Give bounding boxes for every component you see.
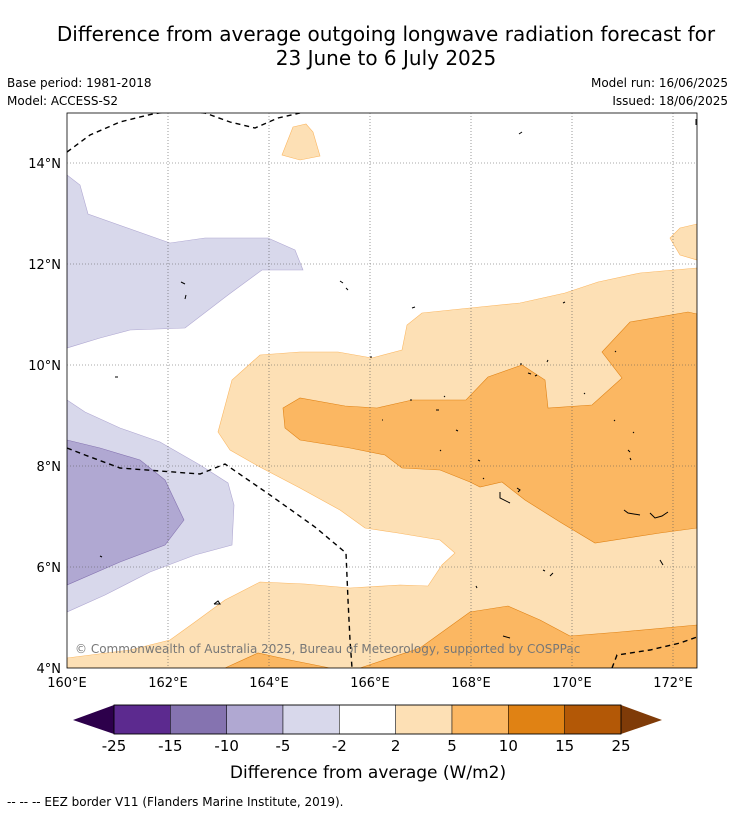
eez-legend: -- -- -- EEZ border V11 (Flanders Marine… [7, 795, 344, 809]
base-period: Base period: 1981-2018 [7, 76, 152, 90]
colorbar-tick-label: -2 [332, 737, 347, 755]
contour-neg-light-north [67, 174, 304, 349]
latitude-labels: 14°N 12°N 10°N 8°N 6°N 4°N [28, 157, 61, 677]
island [411, 306, 416, 309]
colorbar-cell [282, 704, 340, 735]
colorbar-cell [170, 704, 227, 735]
colorbar-low-extension [73, 705, 114, 734]
page-title: Difference from average outgoing longwav… [0, 22, 736, 70]
contour-pos-light-main [67, 267, 697, 668]
model-name: Model: ACCESS-S2 [7, 94, 119, 108]
eez-borders [67, 113, 697, 668]
colorbar-tick-label: -15 [158, 737, 183, 755]
island [213, 585, 478, 605]
colorbar-cell [226, 704, 284, 735]
island [518, 131, 523, 135]
lat-label: 10°N [28, 359, 61, 374]
gridlines [66, 112, 698, 669]
lat-label: 4°N [37, 662, 62, 677]
colorbar-tick-label: -10 [214, 737, 239, 755]
colorbar: -25 -15 -10 -5 -2 2 5 10 15 25 Difference from av… [73, 704, 662, 783]
colorbar-tick-label: 25 [611, 737, 630, 755]
copyright-notice: © Commonwealth of Australia 2025, Bureau… [75, 642, 580, 656]
colorbar-tick-label: 2 [391, 737, 401, 755]
colorbar-cell [508, 704, 565, 735]
island [477, 459, 485, 480]
island [623, 509, 669, 519]
colorbar-tick-label: -5 [276, 737, 291, 755]
lon-label: 166°E [350, 676, 390, 691]
lon-label: 168°E [451, 676, 491, 691]
colorbar-tick-label: 15 [555, 737, 574, 755]
island [546, 350, 617, 395]
issued-date: Issued: 18/06/2025 [612, 94, 728, 108]
colorbar-cell [564, 704, 622, 735]
island [520, 363, 538, 377]
colorbar-tick-label: 5 [447, 737, 457, 755]
island [502, 635, 511, 639]
contour-pos-light-top [281, 123, 321, 161]
lon-label: 172°E [653, 676, 693, 691]
colorbar-tick-label: 10 [499, 737, 518, 755]
contour-pos-medium-main [282, 311, 697, 544]
island [339, 280, 349, 291]
colorbar-cell [451, 704, 509, 735]
contour-pos-light-edge [669, 223, 697, 261]
colorbar-cell [339, 704, 396, 735]
lat-label: 12°N [28, 258, 61, 273]
island [180, 281, 187, 300]
eez-border-east [611, 636, 697, 668]
islands [99, 119, 697, 639]
island [99, 555, 664, 566]
model-run: Model run: 16/06/2025 [590, 76, 728, 90]
island [439, 429, 459, 452]
colorbar-frame [113, 704, 622, 735]
island [499, 487, 521, 504]
contour-pos-medium-south [224, 652, 331, 668]
lon-label: 160°E [47, 676, 87, 691]
colorbar-high-extension [621, 705, 662, 734]
meta-left: Base period: 1981-2018 Model: ACCESS-S2 [7, 74, 152, 110]
colorbar-label: Difference from average (W/m2) [230, 763, 506, 783]
eez-border-west [67, 447, 353, 668]
lon-label: 164°E [249, 676, 289, 691]
island [436, 395, 446, 411]
meta-right: Model run: 16/06/2025 Issued: 18/06/2025 [591, 74, 728, 110]
island [382, 399, 412, 421]
lon-label: 162°E [148, 676, 188, 691]
longitude-labels: 160°E 162°E 164°E 166°E 168°E 170°E 172°E [47, 676, 693, 691]
contour-pos-medium-southeast [359, 605, 697, 668]
lon-label: 170°E [552, 676, 592, 691]
title-line-1: Difference from average outgoing longwav… [56, 22, 716, 46]
lat-label: 14°N [28, 157, 61, 172]
colorbar-cell [395, 704, 453, 735]
map-frame [66, 112, 698, 669]
lat-label: 8°N [37, 460, 62, 475]
contour-neg-medium [67, 439, 185, 586]
olr-contours [67, 113, 697, 668]
island [542, 569, 554, 577]
colorbar-tick-label: -25 [102, 737, 127, 755]
island [562, 301, 566, 304]
island [613, 419, 635, 461]
colorbar-cell [113, 704, 171, 735]
lat-label: 6°N [37, 561, 62, 576]
title-line-2: 23 June to 6 July 2025 [275, 46, 497, 70]
